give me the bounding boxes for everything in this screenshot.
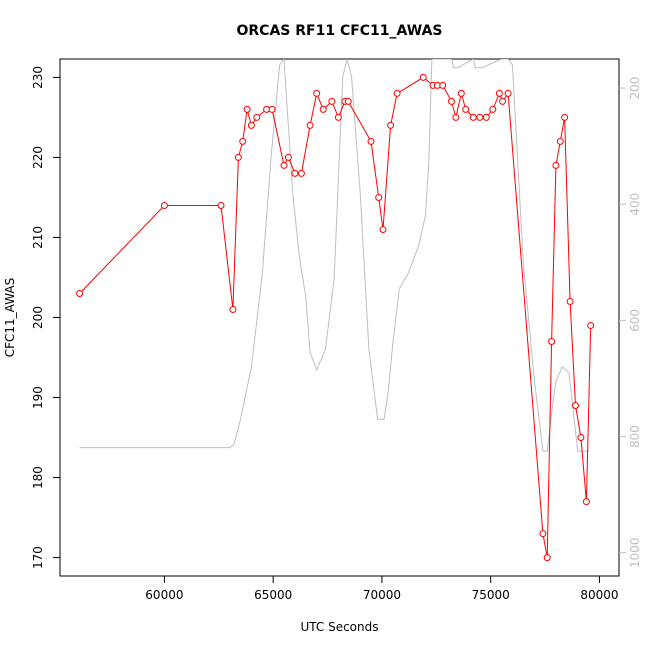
y2-tick-label: 600 — [628, 309, 642, 332]
data-point — [561, 113, 569, 121]
data-point — [313, 89, 321, 97]
data-point — [469, 113, 477, 121]
data-point — [247, 121, 255, 129]
data-point — [253, 113, 261, 121]
data-point — [239, 137, 247, 145]
secondary-y-axis: 200 400 600 800 1000 — [619, 77, 642, 568]
y2-tick-label: 1000 — [628, 537, 642, 568]
data-point — [556, 137, 564, 145]
x-axis-label: UTC Seconds — [300, 620, 378, 634]
data-point — [291, 169, 299, 177]
y-tick-label: 190 — [31, 386, 45, 409]
data-point — [495, 89, 503, 97]
data-point — [462, 105, 470, 113]
y2-tick-label: 400 — [628, 193, 642, 216]
data-point — [577, 434, 585, 441]
x-tick-label: 60000 — [145, 588, 183, 602]
data-point — [572, 402, 579, 409]
data-point — [419, 73, 427, 81]
y-tick-label: 230 — [31, 66, 45, 89]
data-point — [489, 105, 497, 113]
data-point — [457, 89, 465, 97]
data-point — [552, 161, 560, 169]
data-point — [334, 113, 342, 121]
data-point — [587, 322, 595, 329]
chart-title: ORCAS RF11 CFC11_AWAS — [237, 23, 443, 39]
data-point — [566, 298, 574, 305]
data-point — [234, 153, 242, 161]
x-tick-label: 70000 — [363, 588, 401, 602]
x-axis: 60000 65000 70000 75000 80000 — [145, 576, 619, 602]
data-point — [539, 530, 547, 538]
y-tick-label: 220 — [31, 146, 45, 169]
y-tick-label: 170 — [31, 546, 45, 569]
data-point — [476, 113, 484, 121]
y-axis-label: CFC11_AWAS — [3, 278, 17, 358]
y-axis: 170 180 190 200 210 220 230 — [31, 66, 60, 569]
data-point — [543, 554, 551, 562]
data-point — [344, 97, 352, 105]
y2-tick-label: 800 — [628, 425, 642, 448]
data-point — [306, 121, 314, 129]
data-point — [284, 153, 292, 161]
data-point — [160, 202, 168, 209]
data-point — [297, 169, 305, 177]
data-point — [76, 290, 84, 297]
data-point — [482, 113, 490, 121]
data-point — [268, 105, 276, 113]
data-point — [387, 121, 395, 129]
y-tick-label: 210 — [31, 226, 45, 249]
data-point — [243, 105, 251, 113]
data-point — [229, 306, 237, 313]
data-point — [375, 194, 383, 201]
plot-frame — [59, 58, 620, 577]
data-point — [367, 137, 375, 145]
y-tick-label: 200 — [31, 306, 45, 329]
secondary-series-line — [79, 59, 589, 452]
data-point — [393, 89, 401, 97]
data-point — [452, 113, 460, 121]
x-tick-label: 80000 — [580, 588, 618, 602]
data-point — [499, 97, 507, 105]
x-tick-label: 75000 — [472, 588, 510, 602]
series-layer — [76, 59, 595, 562]
x-tick-label: 65000 — [254, 588, 292, 602]
y2-tick-label: 200 — [628, 77, 642, 100]
data-point — [319, 105, 327, 113]
data-point — [328, 97, 336, 105]
data-point — [379, 226, 387, 233]
data-point — [280, 161, 288, 169]
data-point — [448, 97, 455, 105]
primary-series-line — [79, 76, 592, 558]
data-point — [504, 89, 512, 97]
data-point — [217, 202, 225, 209]
y-tick-label: 180 — [31, 466, 45, 489]
data-point — [548, 338, 556, 345]
data-point — [439, 81, 447, 89]
data-point — [582, 498, 590, 506]
